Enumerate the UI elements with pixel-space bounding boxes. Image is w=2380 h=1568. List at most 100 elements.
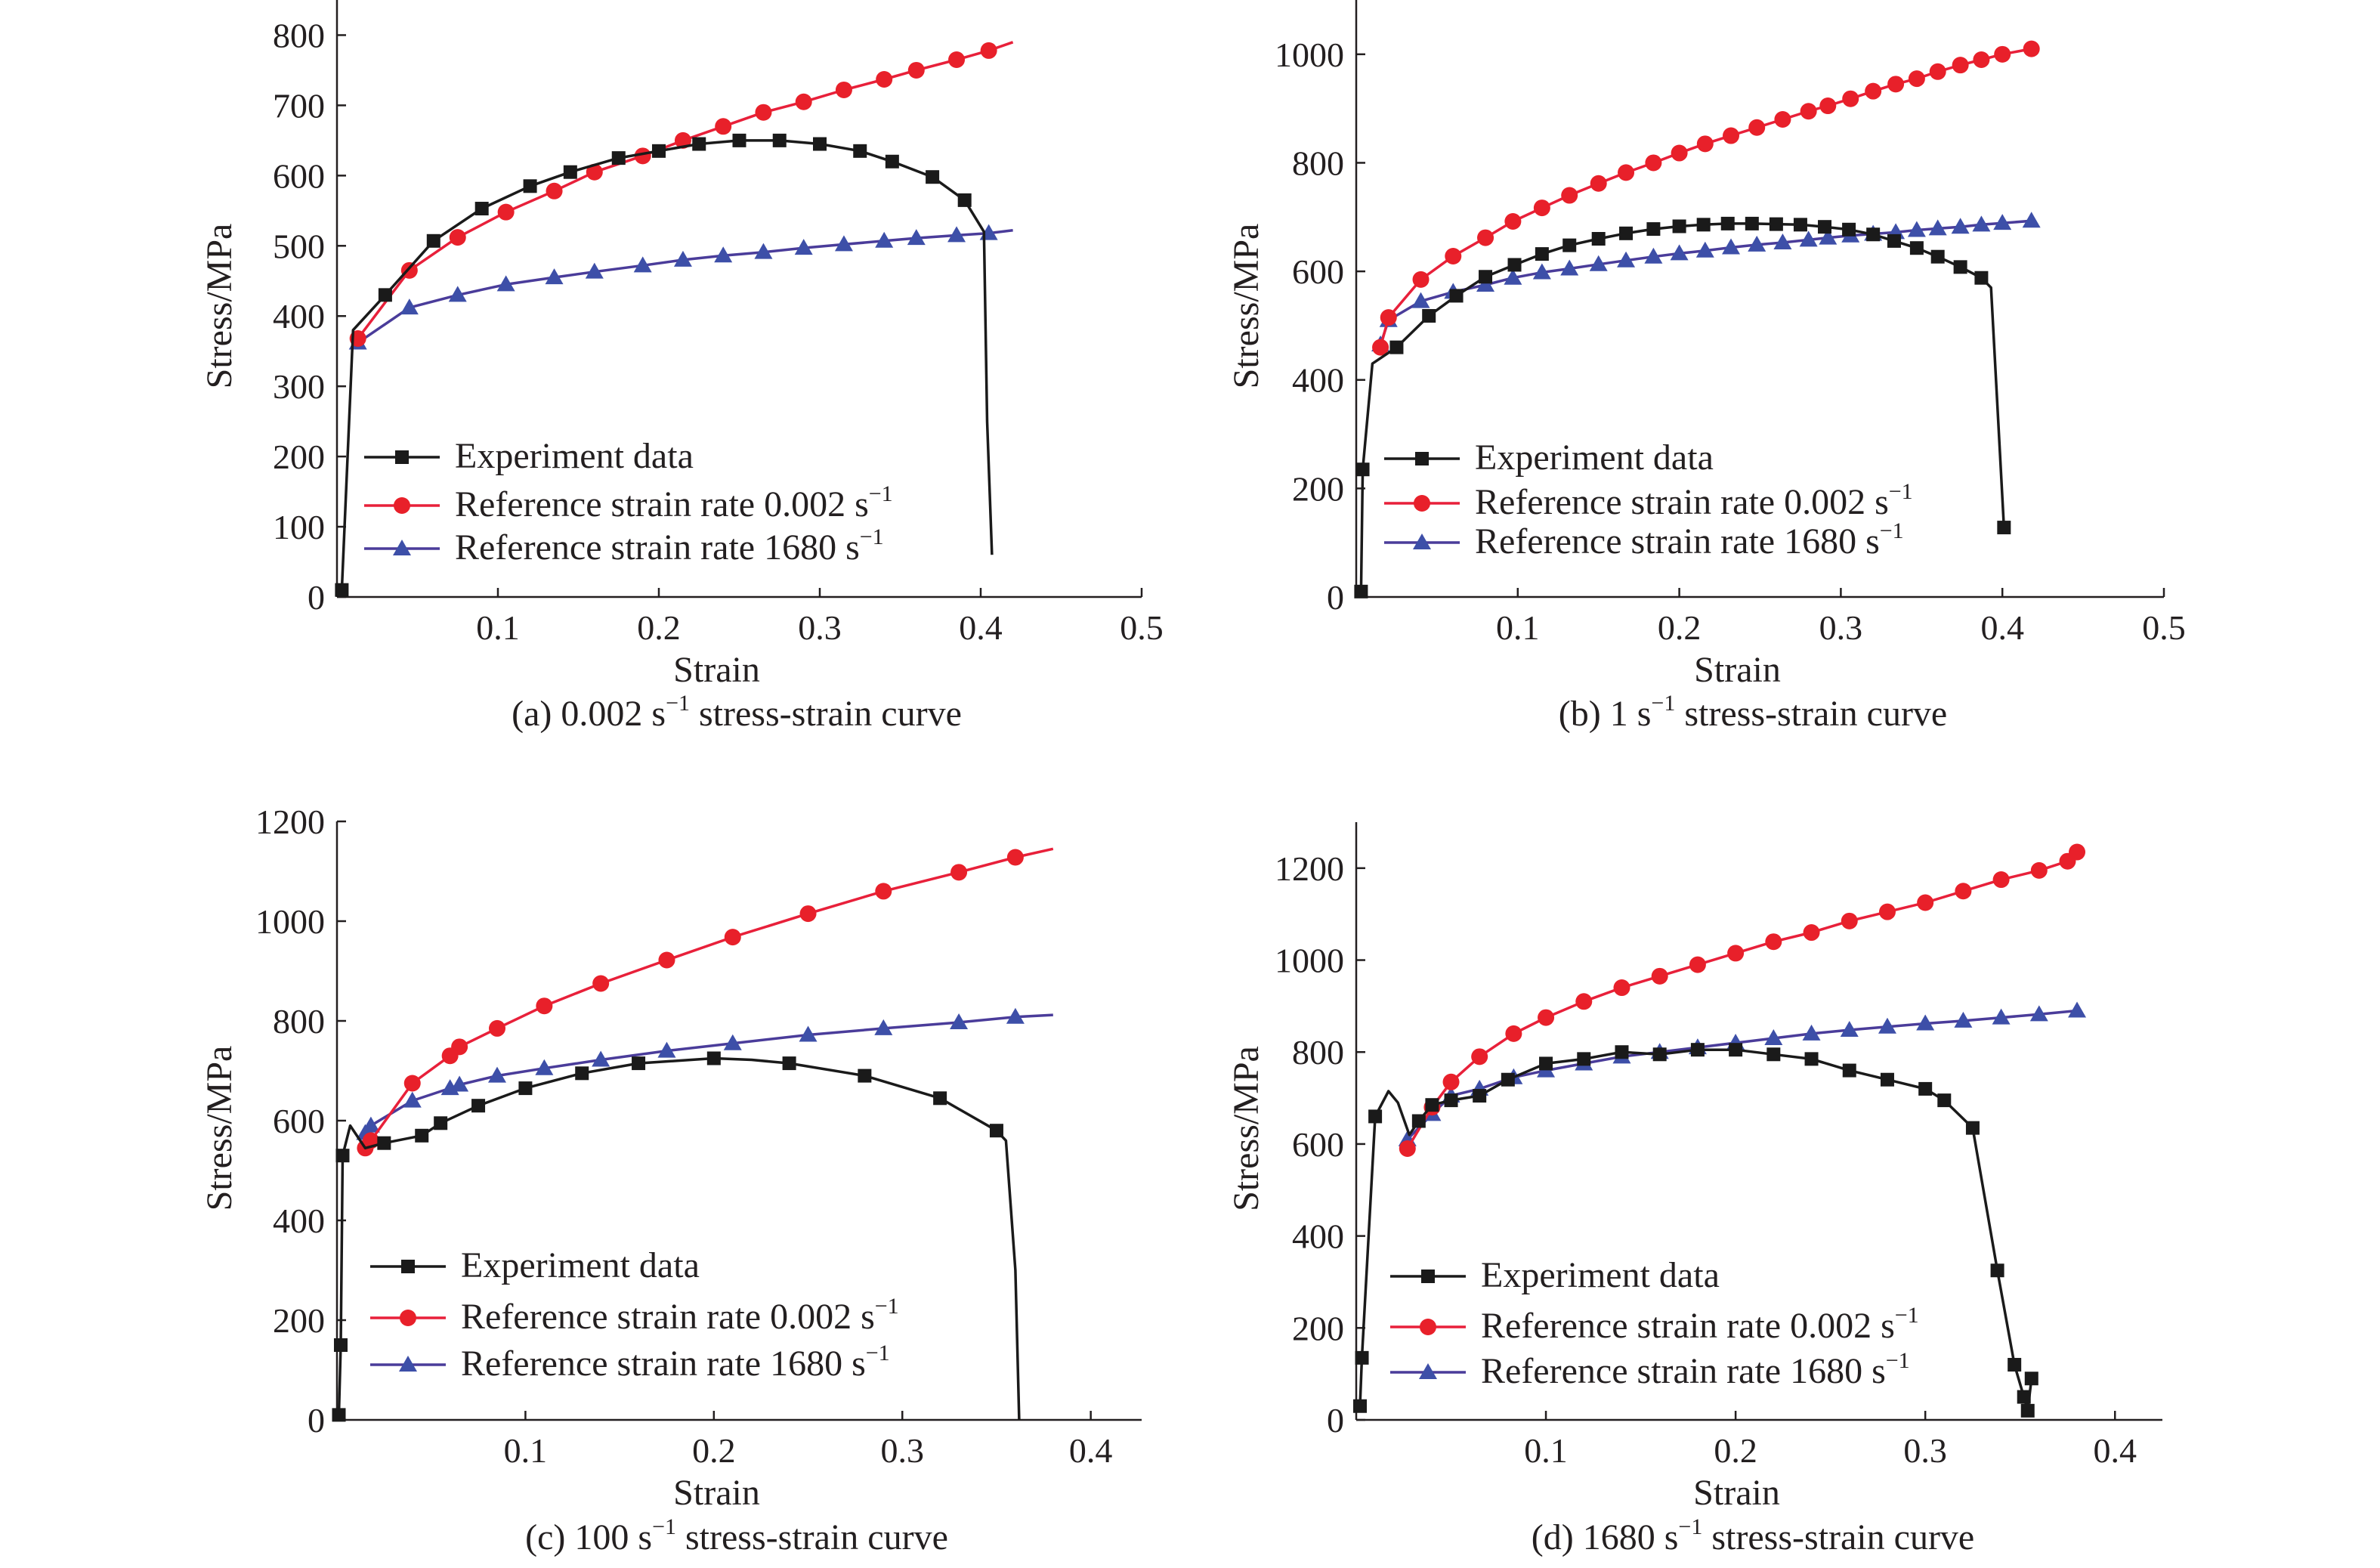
x-axis-label: Strain (673, 1473, 760, 1513)
data-point-ref_1680 (799, 1025, 818, 1042)
data-point-experiment (1880, 1072, 1894, 1087)
legend-label-text: Experiment data (461, 1245, 700, 1285)
legend-label-superscript: −1 (1895, 1303, 1919, 1328)
data-point-ref_1680 (592, 1050, 610, 1067)
legend-label-text: Experiment data (1481, 1255, 1720, 1295)
x-axis-label: Strain (1694, 650, 1781, 690)
series-ref_0002 (357, 847, 1054, 1157)
y-tick-label: 800 (273, 1002, 325, 1041)
series-ref_0002 (1372, 40, 2040, 356)
y-tick-label: 0 (1327, 1401, 1344, 1440)
legend-label-text: Reference strain rate 0.002 s (1481, 1306, 1895, 1346)
data-point-ref_1680 (488, 1066, 507, 1083)
series-ref_1680 (1371, 212, 2041, 352)
series-line-ref_1680 (1406, 1009, 2078, 1141)
data-point-ref_1680 (950, 1013, 969, 1029)
y-tick-label: 1000 (255, 902, 325, 941)
data-point-experiment (575, 1066, 589, 1081)
data-point-ref_1680 (1617, 251, 1636, 268)
data-point-ref_0002 (2023, 40, 2040, 57)
legend-label: Reference strain rate 1680 s−1 (1475, 518, 1904, 561)
data-point-ref_0002 (835, 81, 852, 98)
data-point-experiment (2017, 1390, 2031, 1404)
legend-label-superscript: −1 (1880, 518, 1904, 543)
data-point-experiment (2024, 1372, 2038, 1386)
series-experiment (1354, 216, 2011, 598)
data-point-ref_1680 (657, 1041, 676, 1058)
series-experiment (332, 1051, 1021, 1422)
data-point-ref_0002 (1445, 247, 1462, 264)
data-point-ref_1680 (874, 1019, 893, 1035)
data-point-ref_0002 (795, 93, 812, 110)
data-point-ref_1680 (1476, 276, 1495, 292)
data-point-ref_1680 (1764, 1028, 1783, 1045)
series-line-ref_1680 (364, 1013, 1053, 1134)
data-point-experiment (332, 1408, 346, 1422)
y-tick-label: 0 (308, 578, 325, 617)
data-point-ref_1680 (1928, 219, 1947, 236)
chart-panel-c: 0.1 0.2 0.3 0.4 0 200 400 600 800 1000 1200 Strain S… (199, 803, 1142, 1557)
legend-label: Reference strain rate 0.002 s−1 (455, 481, 893, 524)
data-point-ref_0002 (1723, 127, 1740, 144)
data-point-ref_0002 (755, 104, 772, 121)
legend-label: Experiment data (1481, 1255, 1720, 1295)
x-tick-label: 0.1 (1524, 1431, 1568, 1470)
data-point-experiment (518, 1081, 533, 1096)
legend-label: Reference strain rate 0.002 s−1 (1481, 1303, 1919, 1346)
data-point-experiment (1539, 1056, 1553, 1071)
data-point-ref_1680 (1916, 1014, 1935, 1031)
data-point-experiment (1672, 219, 1686, 233)
data-point-ref_0002 (1533, 199, 1550, 217)
data-point-ref_0002 (1819, 97, 1837, 115)
caption-suffix: stress-strain curve (1702, 1517, 1974, 1557)
y-tick-label: 400 (273, 1202, 325, 1240)
caption-superscript: −1 (666, 691, 690, 716)
data-point-ref_0002 (1994, 45, 2011, 63)
data-point-experiment (1507, 258, 1522, 272)
data-point-experiment (692, 137, 706, 151)
data-point-ref_0002 (1803, 924, 1820, 942)
data-point-experiment (1793, 218, 1807, 232)
x-tick-label: 0.3 (1819, 608, 1863, 647)
data-point-ref_0002 (1471, 1048, 1488, 1065)
legend-item-ref_0002: Reference strain rate 0.002 s−1 (364, 481, 893, 524)
legend-marker-circle (1420, 1319, 1436, 1335)
series-line-ref_0002 (1379, 47, 2032, 348)
legend-label-text: Reference strain rate 1680 s (1475, 521, 1880, 561)
legend-marker-square (1415, 452, 1429, 465)
data-point-experiment (1937, 1093, 1952, 1108)
data-point-experiment (813, 137, 827, 151)
legend-label: Reference strain rate 1680 s−1 (455, 524, 884, 568)
data-point-ref_0002 (1917, 894, 1934, 911)
legend-label-superscript: −1 (860, 524, 884, 549)
y-axis-label: Stress/MPa (199, 224, 240, 389)
data-point-ref_1680 (834, 235, 853, 252)
data-point-ref_0002 (1774, 111, 1791, 128)
data-point-ref_1680 (1972, 215, 1991, 232)
data-point-experiment (632, 1056, 646, 1071)
series-ref_1680 (356, 1007, 1053, 1140)
legend: Experiment data Reference strain rate 0.0… (1390, 1255, 1919, 1391)
data-point-experiment (782, 1056, 796, 1071)
data-point-experiment (1646, 222, 1661, 237)
data-point-ref_1680 (1532, 263, 1551, 280)
data-point-experiment (1974, 271, 1989, 285)
y-axis-label: Stress/MPa (1226, 1046, 1266, 1211)
data-point-ref_0002 (1842, 90, 1859, 107)
data-point-experiment (1591, 232, 1606, 246)
legend-item-ref_0002: Reference strain rate 0.002 s−1 (370, 1294, 899, 1337)
data-point-experiment (1745, 216, 1759, 230)
data-point-ref_1680 (1819, 228, 1838, 245)
data-point-experiment (563, 165, 577, 179)
legend-marker-circle (394, 497, 410, 514)
x-tick-label: 0.2 (692, 1431, 736, 1470)
data-point-ref_0002 (1671, 144, 1688, 162)
data-point-experiment (1479, 270, 1493, 284)
data-point-ref_0002 (1442, 1073, 1460, 1090)
series-experiment (335, 133, 994, 597)
data-point-ref_0002 (1618, 164, 1635, 181)
data-point-ref_0002 (1800, 103, 1817, 120)
data-point-experiment (1918, 1081, 1933, 1096)
x-tick-label: 0.4 (1069, 1431, 1113, 1470)
data-point-experiment (1720, 216, 1735, 230)
